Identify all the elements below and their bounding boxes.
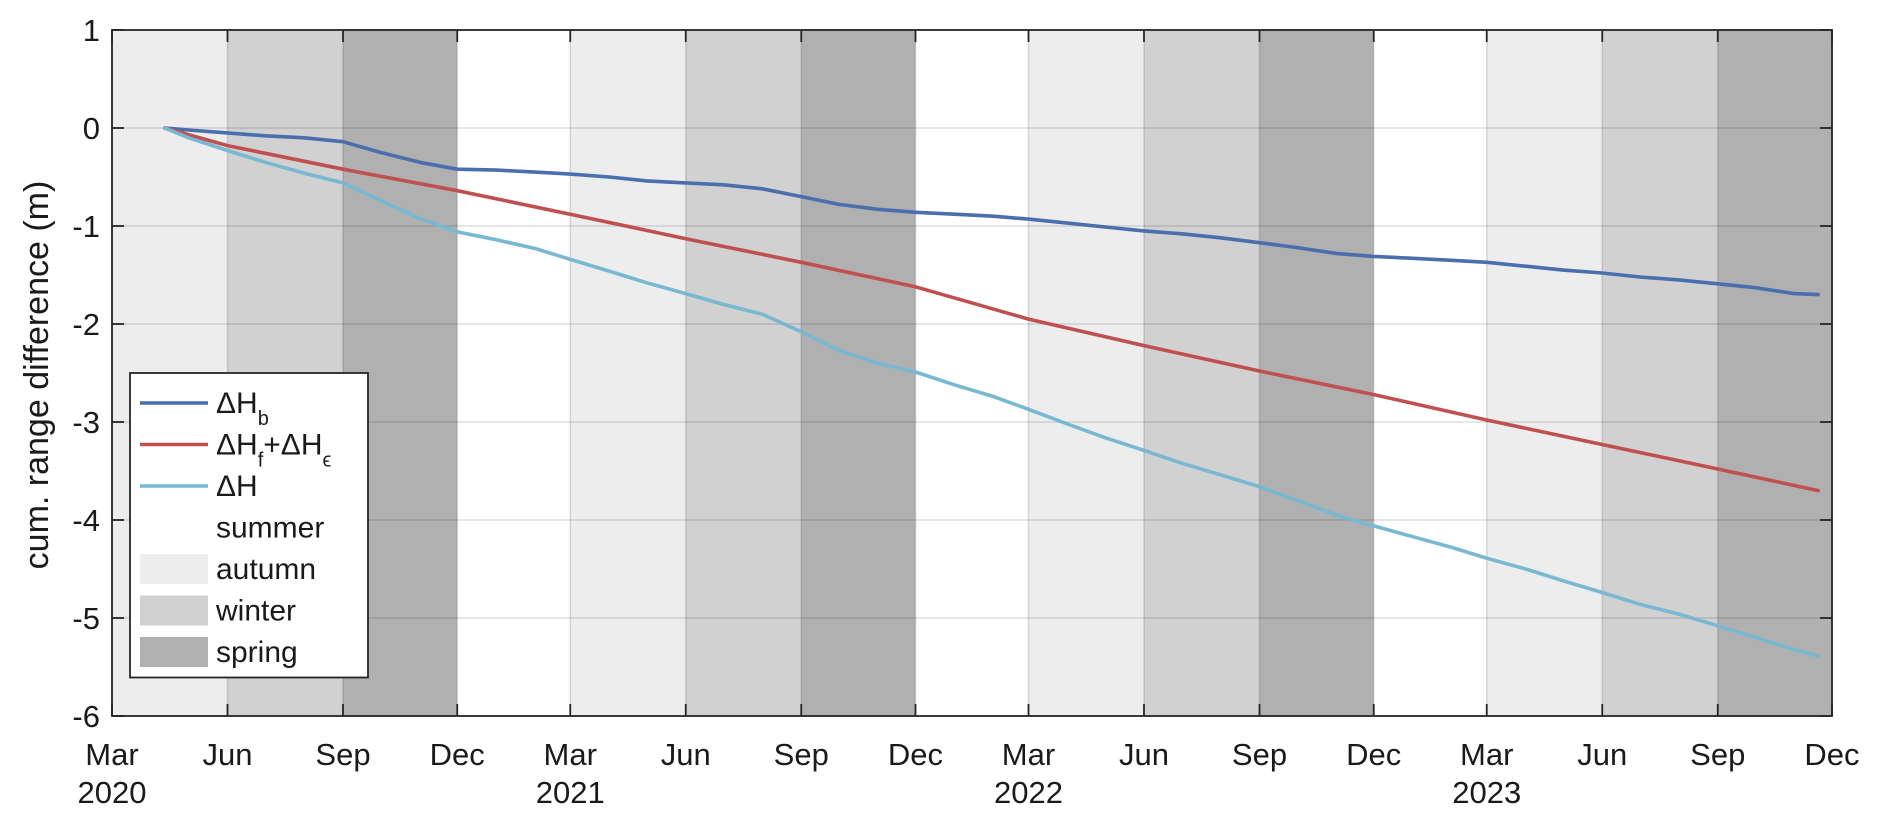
season-band-summer [457, 30, 571, 716]
legend-entry: ΔH [140, 470, 258, 503]
x-tick-label: Jun [1577, 737, 1627, 772]
x-tick-label: Jun [661, 737, 711, 772]
season-band-autumn [570, 30, 686, 716]
x-year-label: 2020 [78, 775, 147, 810]
legend-entry: summer [140, 512, 324, 545]
series-lines [162, 126, 1820, 658]
plot-frame [111, 29, 1833, 717]
legend-label: autumn [216, 553, 316, 586]
series-line-0 [162, 126, 1820, 297]
legend-patch-swatch [140, 595, 208, 626]
legend-label: winter [215, 595, 296, 628]
season-band-winter [685, 30, 802, 716]
legend-label: ΔHf+ΔHϵ [216, 429, 332, 472]
x-tick-label: Sep [1232, 737, 1287, 772]
y-tick-label: -5 [72, 601, 100, 636]
legend-entry: ΔHb [140, 387, 269, 430]
x-tick-label: Sep [1690, 737, 1745, 772]
x-tick-label: Mar [1002, 737, 1055, 772]
x-tick-label: Dec [430, 737, 485, 772]
series-line-2 [162, 126, 1820, 658]
season-bands [112, 30, 1832, 716]
y-tick-label: -1 [72, 209, 100, 244]
y-tick-label: -3 [72, 405, 100, 440]
legend-label: summer [216, 512, 324, 545]
season-band-spring [1717, 30, 1832, 716]
x-tick-label: Mar [85, 737, 138, 772]
legend-label: ΔH [216, 470, 258, 503]
y-tick-label: -4 [72, 503, 100, 538]
y-tick-label: -2 [72, 307, 100, 342]
legend-entry: spring [140, 636, 298, 669]
legend-entry: winter [140, 595, 296, 628]
x-tick-label: Jun [1119, 737, 1169, 772]
legend-patch-swatch [140, 512, 208, 543]
season-band-summer [1373, 30, 1487, 716]
y-tick-label: -6 [72, 699, 100, 734]
y-axis-title: cum. range difference (m) [18, 181, 56, 570]
x-tick-label: Mar [1460, 737, 1513, 772]
legend-patch-swatch [140, 637, 208, 667]
x-tick-label: Sep [774, 737, 829, 772]
x-year-label: 2022 [994, 775, 1063, 810]
legend-label: ΔHb [216, 387, 269, 430]
season-band-summer [915, 30, 1029, 716]
season-band-autumn [1486, 30, 1603, 716]
x-tick-label: Dec [1804, 737, 1859, 772]
series-line-1 [162, 126, 1820, 493]
legend-label: spring [216, 636, 298, 669]
season-band-winter [1602, 30, 1718, 716]
legend-entry: ΔHf+ΔHϵ [140, 429, 332, 472]
x-year-label: 2023 [1452, 775, 1521, 810]
season-band-spring [801, 30, 916, 716]
legend-entry: autumn [140, 553, 316, 586]
x-tick-label: Mar [544, 737, 597, 772]
legend-patch-swatch [140, 554, 208, 584]
season-band-spring [1259, 30, 1374, 716]
y-tick-label: 1 [83, 13, 100, 48]
x-tick-label: Jun [203, 737, 253, 772]
x-tick-label: Sep [315, 737, 370, 772]
y-tick-label: 0 [83, 111, 100, 146]
x-tick-label: Dec [888, 737, 943, 772]
x-tick-label: Dec [1346, 737, 1401, 772]
season-band-autumn [1028, 30, 1144, 716]
x-year-label: 2021 [536, 775, 605, 810]
season-band-winter [1144, 30, 1260, 716]
